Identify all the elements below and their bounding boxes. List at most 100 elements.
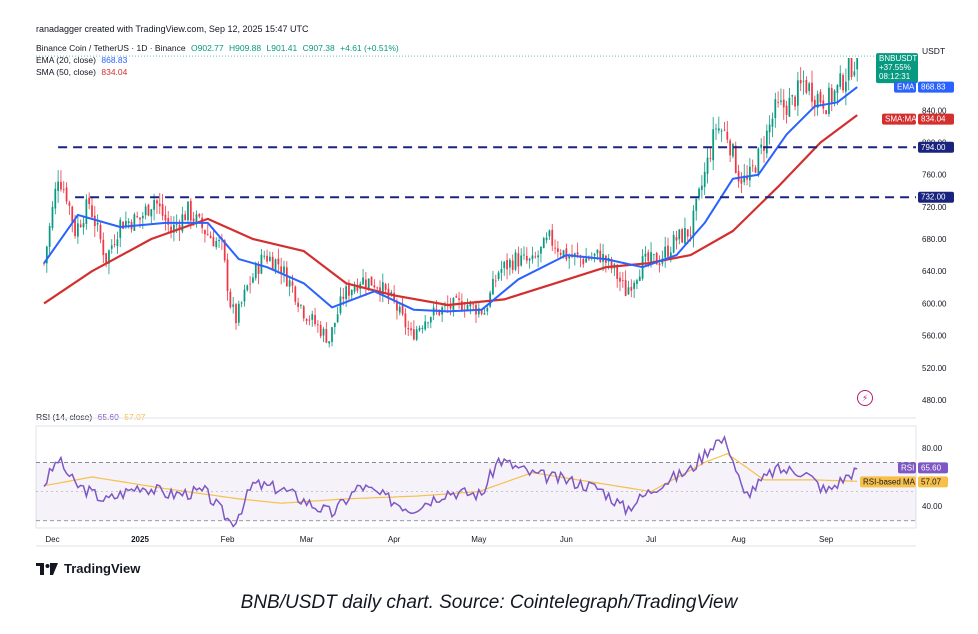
candle-body xyxy=(551,229,554,246)
level-794-badge-text: 794.00 xyxy=(921,143,946,152)
lightning-icon[interactable]: ⚡ xyxy=(857,390,873,406)
candle-body xyxy=(141,215,144,219)
candle-body xyxy=(127,221,130,224)
candle-body xyxy=(593,253,596,256)
candle-body xyxy=(797,80,799,106)
rsi-legend-value: 65.60 xyxy=(97,412,119,422)
candle-body xyxy=(627,287,630,295)
candle-body xyxy=(170,226,172,233)
candle-body xyxy=(206,234,209,235)
candle-body xyxy=(644,253,647,257)
candle-body xyxy=(51,206,54,228)
ema-name-badge-bg xyxy=(894,81,916,93)
price-tick-label: 760.00 xyxy=(922,171,947,180)
candle-body xyxy=(847,58,850,81)
candle-body xyxy=(610,259,613,269)
candle-body xyxy=(223,240,226,261)
candle-body xyxy=(757,148,760,175)
candle-body xyxy=(45,246,48,264)
candle-body xyxy=(740,179,743,184)
candle-body xyxy=(492,279,494,295)
candle-body xyxy=(60,181,62,190)
candle-body xyxy=(554,247,556,249)
candle-body xyxy=(410,328,412,331)
sma-50-line xyxy=(43,114,858,307)
candle-body xyxy=(113,244,116,246)
candle-body xyxy=(678,229,681,240)
candle-body xyxy=(562,250,565,257)
candle-body xyxy=(418,327,421,331)
candle-body xyxy=(325,328,328,343)
candle-body xyxy=(277,258,280,265)
candle-body xyxy=(734,145,737,173)
candle-body xyxy=(647,252,650,262)
rsi-legend: RSI (14, close) 65.60 57.07 xyxy=(36,412,146,422)
price-tick-label: 680.00 xyxy=(922,235,947,244)
candle-body xyxy=(839,73,842,87)
candle-body xyxy=(74,220,76,237)
candle-body xyxy=(110,245,113,249)
candle-body xyxy=(588,258,590,260)
candle-body xyxy=(249,283,251,285)
candle-body xyxy=(489,292,491,307)
candle-body xyxy=(511,260,514,270)
brand-name: TradingView xyxy=(64,561,141,576)
candle-body xyxy=(62,189,65,190)
tradingview-logo: TradingView xyxy=(36,561,140,576)
candle-body xyxy=(353,286,356,292)
candle-body xyxy=(263,255,266,257)
candle-body xyxy=(523,254,525,256)
candle-body xyxy=(531,255,534,260)
candle-body xyxy=(195,214,198,223)
rsi-line xyxy=(43,434,858,528)
tradingview-logo-icon xyxy=(36,562,58,575)
candle-body xyxy=(842,75,844,91)
candle-body xyxy=(763,146,765,151)
candle-body xyxy=(808,83,811,92)
rsi-ma-name-badge-text: RSI-based MA xyxy=(863,477,916,486)
candle-body xyxy=(664,246,667,258)
candle-body xyxy=(658,263,661,266)
candle-body xyxy=(737,171,740,182)
last-price-badge-text: +37.55% xyxy=(879,63,911,72)
candle-body xyxy=(102,239,105,256)
sma-value-badge-bg xyxy=(918,113,954,125)
candle-body xyxy=(743,175,746,183)
candle-body xyxy=(133,214,136,231)
rsi-legend-label: RSI (14, close) xyxy=(36,412,93,422)
candle-body xyxy=(305,319,308,321)
candle-body xyxy=(365,279,367,288)
candle-body xyxy=(269,256,271,261)
candle-body xyxy=(655,252,658,265)
candle-body xyxy=(466,305,469,310)
candle-body xyxy=(486,308,489,312)
candle-body xyxy=(545,237,548,241)
chart-panel xyxy=(28,16,950,554)
candle-body xyxy=(43,262,45,264)
level-732-badge-bg xyxy=(918,191,954,203)
candle-body xyxy=(706,157,709,174)
rsi-tick-label: 40.00 xyxy=(922,502,943,511)
candle-body xyxy=(280,266,283,275)
candle-body xyxy=(158,203,161,207)
sma-legend-label: SMA (50, close) xyxy=(36,67,96,77)
candle-body xyxy=(653,254,655,255)
candle-body xyxy=(850,58,853,78)
candle-body xyxy=(675,237,678,241)
candle-body xyxy=(836,84,839,93)
close-value: C907.38 xyxy=(302,43,335,53)
candle-body xyxy=(367,278,370,290)
figure-caption: BNB/USDT daily chart. Source: Cointelegr… xyxy=(240,592,738,613)
candle-body xyxy=(161,204,164,216)
candle-body xyxy=(333,322,336,327)
candle-body xyxy=(799,80,802,84)
candle-body xyxy=(370,276,373,286)
candle-body xyxy=(336,314,339,323)
candle-body xyxy=(698,188,700,198)
candle-body xyxy=(616,266,619,279)
candle-body xyxy=(703,171,706,187)
last-price-badge-text: BNBUSDT xyxy=(879,54,917,63)
rsi-ma-name-badge-bg xyxy=(860,476,916,488)
candle-body xyxy=(828,87,830,114)
